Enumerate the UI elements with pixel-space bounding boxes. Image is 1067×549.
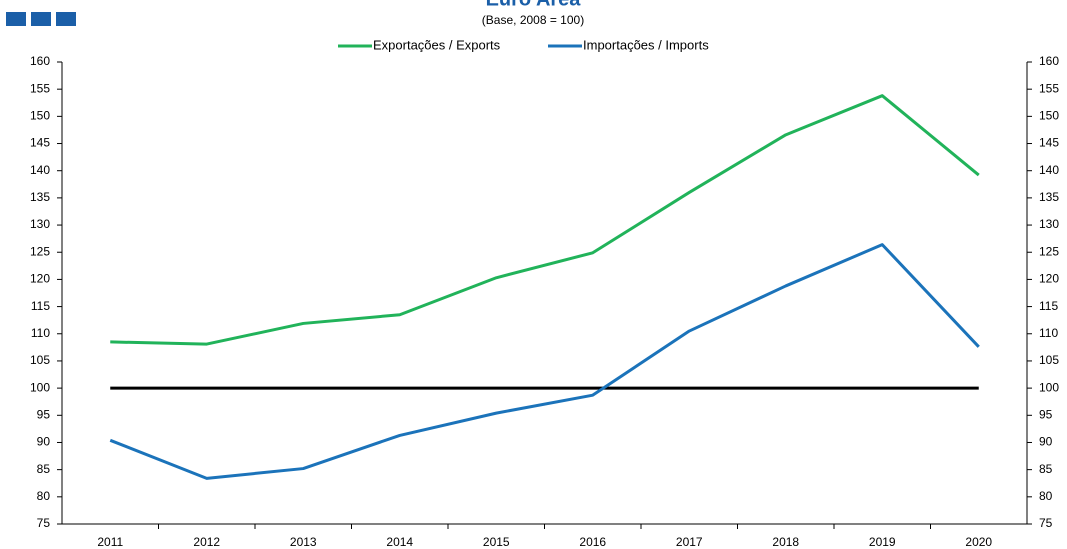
y2-tick-label: 105 — [1039, 353, 1059, 367]
y-tick-label: 110 — [31, 326, 50, 340]
x-tick-label: 2016 — [579, 535, 606, 549]
x-tick-label: 2019 — [869, 535, 896, 549]
x-tick-label: 2018 — [772, 535, 799, 549]
y2-tick-label: 130 — [1039, 217, 1059, 231]
y-tick-label: 75 — [37, 516, 51, 530]
y-tick-label: 160 — [30, 54, 50, 68]
y-tick-label: 90 — [37, 435, 51, 449]
y2-tick-label: 90 — [1039, 435, 1053, 449]
y-tick-label: 100 — [30, 380, 50, 394]
y-tick-label: 130 — [30, 217, 50, 231]
logo-block — [31, 12, 51, 26]
y-tick-label: 95 — [37, 407, 51, 421]
y2-tick-label: 120 — [1039, 272, 1059, 286]
series-line — [110, 94, 980, 346]
x-tick-label: 2012 — [193, 535, 220, 549]
y-tick-label: 150 — [30, 109, 50, 123]
y-tick-label: 115 — [31, 299, 50, 313]
y2-tick-label: 80 — [1039, 489, 1053, 503]
y2-tick-label: 125 — [1039, 244, 1059, 258]
x-tick-label: 2020 — [965, 535, 992, 549]
y-tick-label: 120 — [30, 272, 50, 286]
y2-tick-label: 95 — [1039, 407, 1053, 421]
y2-tick-label: 160 — [1039, 54, 1059, 68]
y2-tick-label: 135 — [1039, 190, 1059, 204]
y-tick-label: 125 — [30, 244, 50, 258]
chart-title: Euro Area — [486, 0, 582, 10]
y-tick-label: 80 — [37, 489, 51, 503]
y2-tick-label: 150 — [1039, 109, 1059, 123]
logo-block — [6, 12, 26, 26]
x-tick-label: 2011 — [97, 535, 123, 549]
x-tick-label: 2015 — [483, 535, 510, 549]
y2-tick-label: 115 — [1039, 299, 1058, 313]
y-tick-label: 155 — [30, 81, 50, 95]
y2-tick-label: 140 — [1039, 163, 1059, 177]
y-tick-label: 135 — [30, 190, 50, 204]
y2-tick-label: 75 — [1039, 516, 1053, 530]
legend-label: Importações / Imports — [583, 37, 709, 52]
x-tick-label: 2013 — [290, 535, 317, 549]
legend-label: Exportações / Exports — [373, 37, 501, 52]
y-tick-label: 140 — [30, 163, 50, 177]
y2-tick-label: 145 — [1039, 136, 1059, 150]
y2-tick-label: 100 — [1039, 380, 1059, 394]
y2-tick-label: 110 — [1039, 326, 1058, 340]
y2-tick-label: 85 — [1039, 462, 1053, 476]
y-tick-label: 145 — [30, 136, 50, 150]
logo-block — [56, 12, 76, 26]
series-line — [109, 243, 980, 480]
y2-tick-label: 155 — [1039, 81, 1059, 95]
x-tick-label: 2017 — [676, 535, 703, 549]
y-tick-label: 105 — [30, 353, 50, 367]
chart-subtitle: (Base, 2008 = 100) — [482, 13, 584, 27]
y-tick-label: 85 — [37, 462, 51, 476]
x-tick-label: 2014 — [386, 535, 413, 549]
